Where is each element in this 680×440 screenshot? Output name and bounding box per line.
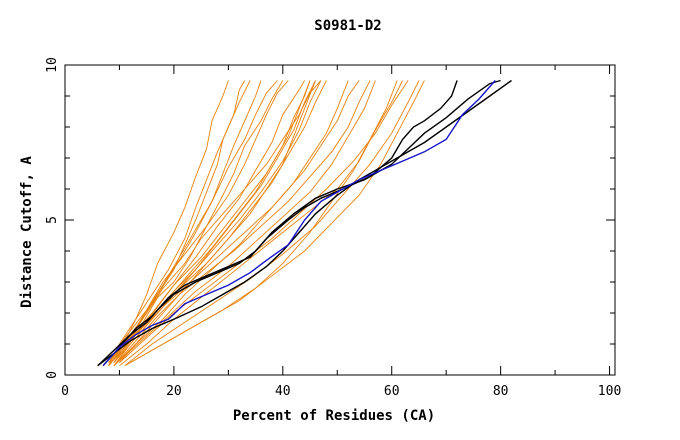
y-tick-label: 5 [45,216,60,224]
y-axis-label: Distance Cutoff, A [19,156,35,308]
x-tick-label: 20 [166,384,182,399]
y-tick-labels: 0 5 10 [45,57,60,379]
series-line-model-15 [108,80,311,363]
x-tick-label: 40 [275,384,291,399]
series-line-model-13 [113,80,316,366]
series-line-model-05 [113,80,322,360]
series-line-model-blue [102,80,496,367]
series-line-model-24 [130,80,425,363]
chart-title: S0981-D2 [314,18,381,34]
series-line-model-16 [113,80,371,366]
x-tick-label: 0 [61,384,69,399]
x-tick-label: 60 [384,384,400,399]
y-tick-label: 10 [45,57,60,73]
x-axis-label: Percent of Residues (CA) [233,408,435,424]
series-line-model-21 [108,80,246,366]
series-line-model-01 [108,80,284,366]
series-line-model-14 [119,80,327,363]
series-layer [97,79,512,367]
series-line-model-black-2 [102,80,458,367]
x-tick-labels: 0 20 40 60 80 100 [61,384,621,399]
series-line-model-20 [124,80,420,367]
axis-ticks [64,64,615,376]
series-line-model-08 [108,80,289,363]
series-line-model-black-3 [97,79,512,367]
series-line-model-22 [113,80,262,363]
series-line-model-09 [113,80,360,367]
series-line-model-19 [119,80,409,363]
series-line-model-17 [119,80,404,367]
series-line-model-03 [108,80,229,366]
x-tick-label: 100 [598,384,621,399]
y-tick-label: 0 [45,371,60,379]
x-tick-label: 80 [493,384,509,399]
series-line-model-06 [108,80,305,366]
